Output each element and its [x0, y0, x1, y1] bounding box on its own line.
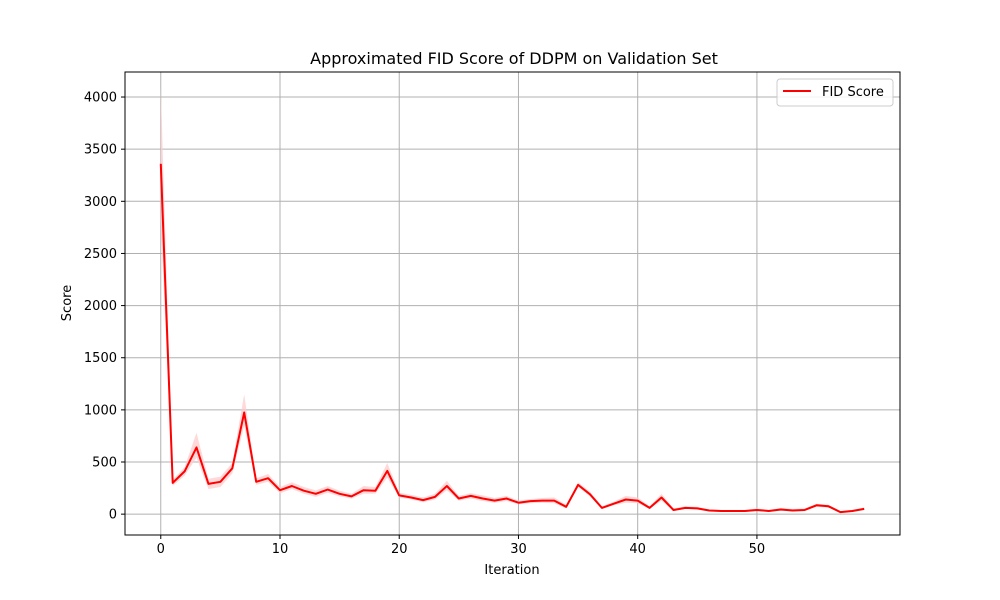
legend-box: [776, 78, 894, 107]
plot-frame: [124, 71, 901, 536]
y-axis-label: Score: [60, 285, 75, 321]
x-axis-label: Iteration: [484, 563, 539, 578]
ticks: 0 10 20 30 40 5005001000150020002500300035004…: [84, 91, 765, 557]
y-tick-label: 2000: [84, 299, 117, 314]
series-line-layer: [159, 163, 865, 514]
y-tick-label: 1500: [84, 351, 117, 366]
chart-title: Approximated FID Score of DDPM on Valida…: [310, 49, 718, 68]
x-tick-label: 50: [749, 542, 766, 557]
legend-label: FID Score: [822, 85, 884, 100]
x-tick-label: 20: [391, 542, 408, 557]
y-tick-label: 0: [109, 508, 117, 523]
grid: [125, 72, 900, 535]
y-tick-label: 4000: [84, 91, 117, 106]
y-tick-label: 3500: [84, 143, 117, 158]
y-tick-label: 2500: [84, 247, 117, 262]
x-tick-label: 30: [510, 542, 527, 557]
y-tick-label: 1000: [84, 403, 117, 418]
x-tick-label: 0: [157, 542, 165, 557]
y-tick-label: 3000: [84, 195, 117, 210]
legend: FID Score: [776, 78, 894, 107]
series-line: [159, 163, 865, 514]
x-tick-label: 10: [272, 542, 289, 557]
y-tick-label: 500: [92, 456, 117, 471]
x-tick-label: 40: [629, 542, 646, 557]
